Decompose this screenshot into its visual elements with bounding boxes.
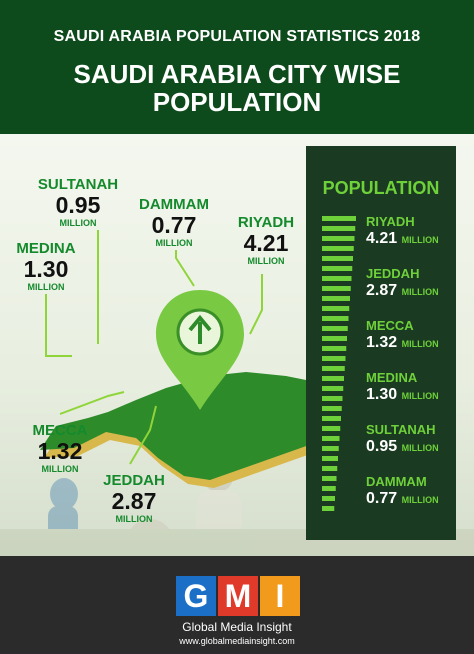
scale-bar bbox=[322, 356, 346, 361]
scale-bar bbox=[322, 346, 347, 351]
saudi-map bbox=[40, 372, 346, 480]
logo-letter-i: I bbox=[260, 576, 300, 616]
scale-bar bbox=[322, 426, 341, 431]
header-banner: SAUDI ARABIA POPULATION STATISTICS 2018 … bbox=[0, 0, 474, 134]
scale-bar bbox=[322, 306, 350, 311]
scale-bar bbox=[322, 466, 338, 471]
map-label-jeddah: JEDDAH 2.87 MILLION bbox=[103, 472, 165, 524]
panel-title: POPULATION bbox=[322, 178, 440, 198]
scale-bar bbox=[322, 276, 352, 281]
map-label-medina: MEDINA 1.30 MILLION bbox=[16, 240, 76, 292]
scale-bar bbox=[322, 286, 351, 291]
gmi-logo[interactable]: G M I bbox=[176, 576, 300, 618]
scale-bar bbox=[322, 506, 335, 511]
population-panel: POPULATION RIYADH 4.21 MILLION JEDDAH 2.… bbox=[306, 146, 456, 540]
decorative-bar-scale bbox=[322, 216, 356, 511]
map-label-dammam: DAMMAM 0.77 MILLION bbox=[139, 196, 209, 248]
scale-bar bbox=[322, 336, 347, 341]
scale-bar bbox=[322, 416, 341, 421]
scale-bar bbox=[322, 226, 356, 231]
footer: G M I Global Media Insight www.globalmed… bbox=[0, 556, 474, 654]
panel-item-mecca: MECCA 1.32 MILLION bbox=[366, 318, 439, 351]
leader-lines bbox=[45, 230, 263, 465]
title-line-1: SAUDI ARABIA CITY WISE bbox=[73, 59, 401, 89]
panel-item-sultanah: SULTANAH 0.95 MILLION bbox=[366, 422, 439, 455]
page-title: SAUDI ARABIA CITY WISE POPULATION bbox=[0, 60, 474, 116]
map-label-riyadh: RIYADH 4.21 MILLION bbox=[237, 214, 295, 266]
scale-bar bbox=[322, 246, 354, 251]
map-label-mecca: MECCA 1.32 MILLION bbox=[32, 422, 88, 474]
scale-bar bbox=[322, 376, 344, 381]
scale-bar bbox=[322, 406, 342, 411]
scale-bar bbox=[322, 436, 340, 441]
scale-bar bbox=[322, 366, 345, 371]
scale-bar bbox=[322, 316, 349, 321]
company-url[interactable]: www.globalmediainsight.com bbox=[179, 636, 295, 646]
map-label-sultanah: SULTANAH 0.95 MILLION bbox=[37, 176, 119, 228]
scale-bar bbox=[322, 256, 353, 261]
logo-letter-g: G bbox=[176, 576, 216, 616]
logo-letter-m: M bbox=[218, 576, 258, 616]
scale-bar bbox=[322, 446, 339, 451]
up-arrow-icon bbox=[188, 314, 212, 344]
scale-bar bbox=[322, 296, 350, 301]
panel-item-medina: MEDINA 1.30 MILLION bbox=[366, 370, 439, 403]
panel-item-dammam: DAMMAM 0.77 MILLION bbox=[366, 474, 439, 507]
panel-item-riyadh: RIYADH 4.21 MILLION bbox=[366, 214, 439, 247]
scale-bar bbox=[322, 476, 337, 481]
company-name: Global Media Insight bbox=[182, 620, 292, 634]
scale-bar bbox=[322, 216, 356, 221]
header-subtitle: SAUDI ARABIA POPULATION STATISTICS 2018 bbox=[53, 28, 421, 45]
scale-bar bbox=[322, 456, 338, 461]
scale-bar bbox=[322, 236, 355, 241]
scale-bar bbox=[322, 496, 335, 501]
scale-bar bbox=[322, 326, 348, 331]
scale-bar bbox=[322, 386, 344, 391]
scale-bar bbox=[322, 486, 336, 491]
scale-bar bbox=[322, 396, 343, 401]
scale-bar bbox=[322, 266, 353, 271]
panel-item-jeddah: JEDDAH 2.87 MILLION bbox=[366, 266, 439, 299]
title-line-2: POPULATION bbox=[152, 87, 322, 117]
